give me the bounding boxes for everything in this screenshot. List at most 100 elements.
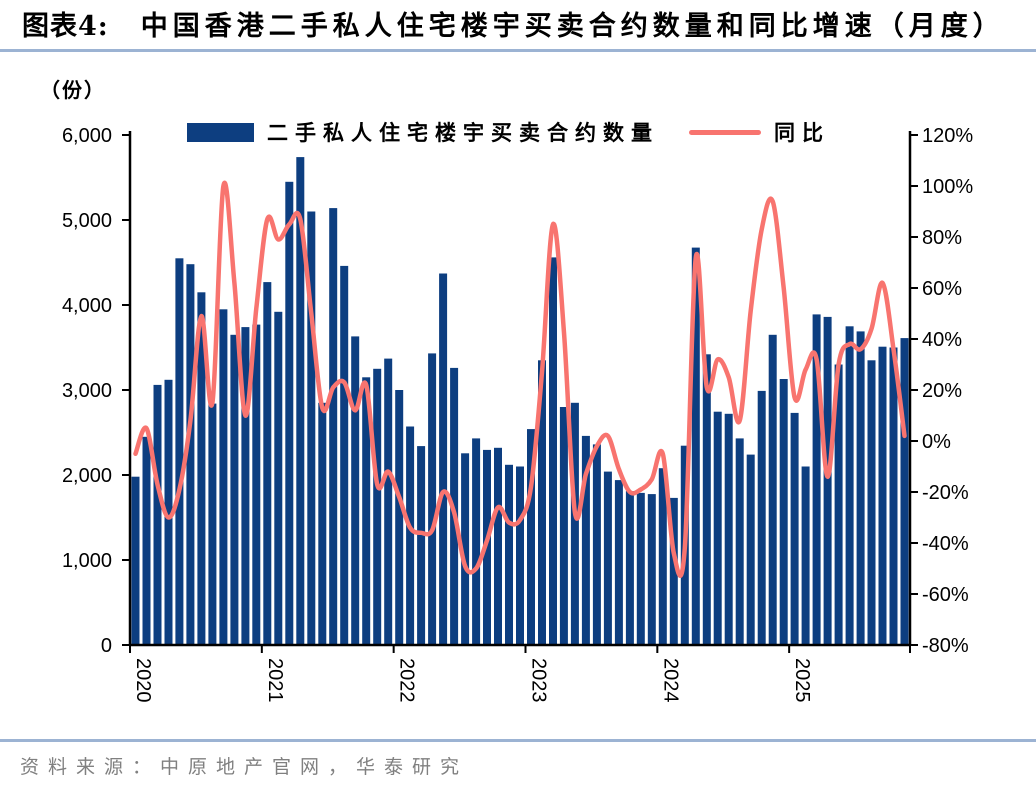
bar: [351, 336, 360, 645]
bar: [527, 429, 535, 645]
x-axis-year-label: 2020: [132, 658, 154, 703]
bar: [263, 282, 272, 645]
bar: [307, 211, 316, 645]
bar: [549, 257, 557, 645]
left-axis-tick-label: 6,000: [62, 125, 112, 147]
bar: [274, 311, 283, 645]
bar: [142, 436, 151, 646]
footer-divider: [0, 739, 1036, 742]
bar: [768, 334, 777, 646]
legend-bar-swatch: [187, 122, 254, 142]
left-axis-unit-label: （份）: [40, 78, 106, 102]
bar: [570, 402, 579, 646]
x-axis-year-label: 2022: [396, 658, 418, 703]
bar: [439, 273, 448, 645]
bar: [164, 379, 173, 645]
bar: [592, 444, 601, 645]
bar: [494, 447, 502, 645]
bar: [197, 292, 206, 646]
x-axis-year-label: 2024: [659, 658, 681, 703]
right-axis-tick-label: 20%: [922, 380, 962, 402]
x-axis-year-label: 2021: [264, 658, 286, 703]
left-axis-tick-label: 1,000: [62, 550, 112, 572]
source-note: 资料来源：中原地产官网，华泰研究: [20, 756, 469, 778]
bar: [581, 435, 590, 645]
right-axis-tick-label: -80%: [922, 635, 969, 657]
bar: [538, 360, 546, 646]
bar: [713, 411, 722, 645]
bar: [812, 314, 821, 645]
bar: [867, 360, 876, 646]
bar: [208, 403, 217, 645]
page-title: 中国香港二手私人住宅楼宇买卖合约数量和同比增速（月度）: [140, 11, 1005, 42]
bar: [603, 471, 612, 645]
bar-series: [131, 157, 909, 646]
bar: [252, 324, 261, 645]
legend: 二手私人住宅楼宇买卖合约数量 同比: [187, 117, 830, 147]
bar: [823, 316, 832, 645]
bar: [230, 334, 239, 646]
legend-line-label: 同比: [774, 120, 830, 145]
bar: [241, 327, 250, 645]
bar: [285, 181, 294, 646]
bar: [395, 390, 404, 645]
right-axis-tick-label: 80%: [922, 227, 962, 249]
bar: [153, 384, 162, 645]
bar: [856, 331, 865, 645]
x-axis-year-label: 2025: [791, 658, 813, 703]
legend-bar-label: 二手私人住宅楼宇买卖合约数量: [267, 120, 659, 145]
bar: [625, 491, 634, 645]
right-axis-tick-label: -60%: [922, 584, 969, 606]
bar: [735, 438, 744, 645]
bar: [746, 454, 755, 645]
right-axis-tick-label: 40%: [922, 329, 962, 351]
bar: [461, 453, 470, 645]
bar: [362, 377, 371, 646]
bar: [131, 476, 140, 645]
bar: [472, 438, 481, 645]
bar: [724, 413, 733, 645]
chart-title-row: 图表4: 中国香港二手私人住宅楼宇买卖合约数量和同比增速（月度）: [22, 10, 1022, 44]
bar: [779, 379, 788, 645]
bar: [669, 497, 678, 645]
bar: [318, 402, 327, 646]
figure-number: 图表4:: [22, 11, 109, 42]
bar: [329, 208, 338, 645]
bar: [175, 258, 184, 646]
bar: [559, 407, 568, 645]
bar: [186, 264, 195, 645]
bar: [834, 364, 843, 645]
title-divider: [0, 49, 1036, 52]
bar: [845, 326, 854, 646]
left-axis-tick-label: 0: [101, 635, 112, 657]
bar: [757, 390, 766, 645]
bar: [219, 309, 228, 646]
left-axis-tick-label: 4,000: [62, 295, 112, 317]
bar: [702, 354, 711, 645]
bar: [801, 466, 810, 645]
left-axis-tick-label: 2,000: [62, 465, 112, 487]
left-axis-tick-label: 5,000: [62, 210, 112, 232]
right-axis-tick-label: 60%: [922, 278, 962, 300]
right-axis-tick-label: 120%: [922, 125, 973, 147]
bar: [647, 494, 656, 645]
yoy-line: [133, 180, 907, 578]
bar: [889, 347, 898, 645]
x-axis-year-label: 2023: [528, 658, 550, 703]
bar: [790, 412, 799, 645]
right-axis-tick-label: -20%: [922, 482, 969, 504]
right-axis-tick-label: 0%: [922, 431, 951, 453]
bar: [636, 492, 645, 645]
bar: [505, 464, 513, 645]
left-axis-tick-label: 3,000: [62, 380, 112, 402]
bar: [406, 426, 415, 645]
bar: [516, 466, 524, 645]
bar: [340, 265, 349, 645]
right-axis-tick-label: 100%: [922, 176, 973, 198]
right-axis-tick-label: -40%: [922, 533, 969, 555]
bar: [614, 480, 623, 645]
bar: [658, 468, 667, 645]
bar: [691, 247, 700, 645]
bar: [900, 338, 909, 645]
